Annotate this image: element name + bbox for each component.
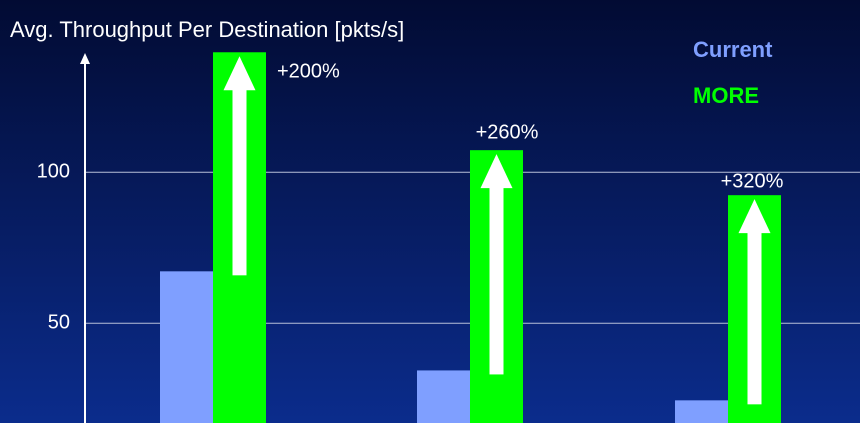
annotation: +200% [277,61,340,83]
chart-title: Avg. Throughput Per Destination [pkts/s] [10,17,404,42]
annotation: +260% [476,121,539,143]
annotation: +320% [721,170,784,192]
growth-arrow-head [223,56,256,91]
growth-arrow-head [738,199,771,234]
bar [675,400,728,423]
growth-arrow-shaft [747,231,762,405]
y-tick-label: 100 [37,161,70,183]
legend-entry: Current [693,37,773,62]
y-tick-label: 50 [48,312,70,334]
bar [160,271,213,423]
y-axis-arrow [80,53,90,64]
growth-arrow-head [480,154,513,189]
growth-arrow-shaft [489,186,504,375]
legend-entry: MORE [693,83,759,108]
growth-arrow-shaft [232,88,247,276]
bar [417,370,470,423]
